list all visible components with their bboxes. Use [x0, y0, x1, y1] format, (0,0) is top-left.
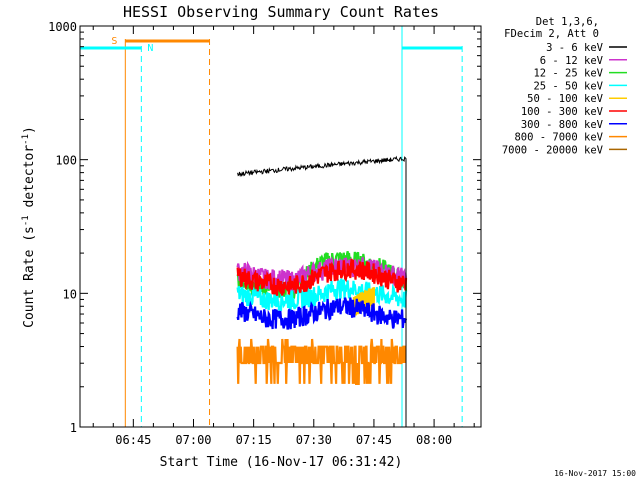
y-tick-label: 100 — [55, 154, 77, 168]
plot-frame — [79, 25, 482, 428]
x-tick-label: 07:30 — [296, 433, 332, 447]
legend-header-line: Det 1,3,6, — [536, 16, 599, 28]
series-line — [236, 297, 408, 330]
legend-label: 100 - 300 keV — [521, 106, 604, 118]
night-marker-label: N — [147, 43, 153, 54]
y-tick-label: 1000 — [48, 20, 77, 34]
y-axis-label: Count Rate (s-1 detector-1) — [21, 126, 37, 328]
legend-label: 7000 - 20000 keV — [502, 144, 604, 156]
saa-marker-label: S — [111, 36, 117, 47]
series-line — [236, 278, 408, 312]
x-axis-label: Start Time (16-Nov-17 06:31:42) — [160, 455, 403, 470]
legend-label: 25 - 50 keV — [533, 80, 603, 92]
y-tick-label: 1 — [70, 421, 77, 435]
chart-title: HESSI Observing Summary Count Rates — [123, 3, 439, 21]
legend-label: 6 - 12 keV — [540, 55, 604, 67]
y-tick-label: 10 — [63, 287, 77, 301]
series-line — [236, 258, 408, 296]
footer-date: 16-Nov-2017 15:00 — [554, 469, 636, 478]
x-tick-label: 07:00 — [175, 433, 211, 447]
axis-layer: 1 10 100 1000 06:45 07:00 07:15 07:30 07:45 08:00 — [48, 20, 481, 447]
legend-label: 50 - 100 keV — [527, 93, 604, 105]
series-line — [236, 338, 407, 385]
legend-label: 3 - 6 keV — [546, 42, 604, 54]
legend-label: 300 - 800 keV — [521, 119, 604, 131]
legend-label: 12 - 25 keV — [533, 68, 603, 80]
x-tick-label: 07:45 — [356, 433, 392, 447]
legend-header-line: FDecim 2, Att 0 — [504, 28, 599, 40]
x-tick-label: 08:00 — [416, 433, 452, 447]
data-layer: SN — [79, 26, 463, 427]
x-tick-label: 07:15 — [236, 433, 272, 447]
series-line — [237, 155, 407, 427]
legend-label: 800 - 7000 keV — [514, 132, 603, 144]
x-tick-label: 06:45 — [115, 433, 151, 447]
